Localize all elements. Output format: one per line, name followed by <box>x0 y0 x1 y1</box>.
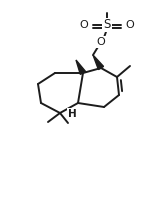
Text: S: S <box>103 18 111 31</box>
Polygon shape <box>76 60 86 74</box>
Text: O: O <box>126 20 134 30</box>
Text: O: O <box>80 20 88 30</box>
Text: O: O <box>97 37 105 47</box>
Polygon shape <box>93 55 103 69</box>
Text: H: H <box>68 109 76 119</box>
